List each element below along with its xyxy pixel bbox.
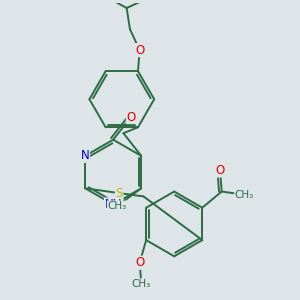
Text: S: S	[116, 187, 123, 200]
Text: CH₃: CH₃	[235, 190, 254, 200]
Text: O: O	[215, 164, 225, 177]
Text: O: O	[126, 110, 136, 124]
Text: NH: NH	[104, 198, 122, 211]
Text: CH₃: CH₃	[107, 201, 127, 211]
Text: N: N	[81, 149, 89, 162]
Text: CH₃: CH₃	[132, 279, 151, 289]
Text: O: O	[135, 44, 144, 57]
Text: O: O	[135, 256, 144, 269]
